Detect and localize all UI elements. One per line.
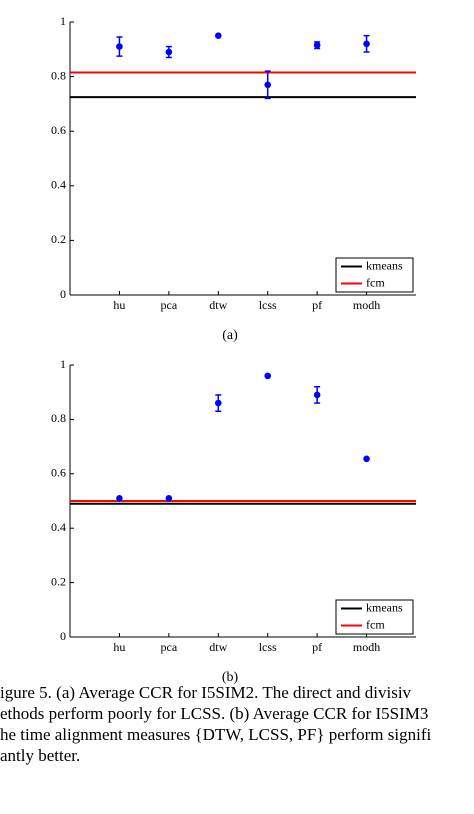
y-tick-label: 0.6 [51, 123, 66, 137]
x-tick-label: pf [312, 298, 322, 312]
x-tick-label: modh [353, 298, 380, 312]
y-tick-label: 0.2 [51, 574, 66, 588]
point [214, 399, 222, 407]
x-tick-label: pca [161, 298, 178, 312]
x-tick-label: hu [113, 298, 125, 312]
x-tick-label: hu [113, 640, 125, 654]
caption-line: igure 5. (a) Average CCR for I5SIM2. The… [0, 683, 412, 702]
y-tick-label: 0 [60, 629, 66, 643]
point [313, 391, 321, 399]
x-tick-label: pca [161, 640, 178, 654]
point [313, 41, 321, 49]
y-tick-label: 0.2 [51, 232, 66, 246]
legend-label: fcm [366, 275, 385, 289]
legend-box [335, 257, 414, 293]
y-tick-label: 0 [60, 287, 66, 301]
x-tick-label: lcss [259, 640, 277, 654]
legend-label: kmeans [366, 258, 403, 272]
point [363, 40, 370, 48]
point [264, 372, 272, 380]
y-tick-label: 0.4 [51, 178, 66, 192]
caption-line: he time alignment measures {DTW, LCSS, P… [0, 725, 431, 744]
point [264, 81, 272, 89]
y-tick-label: 0.8 [51, 411, 66, 425]
point [116, 43, 123, 50]
x-tick-label: lcss [259, 298, 277, 312]
point [214, 32, 222, 39]
x-tick-label: pf [312, 640, 322, 654]
subcaption: (a) [222, 328, 238, 343]
y-tick-label: 1 [60, 357, 66, 371]
y-tick-label: 0.8 [51, 68, 66, 82]
legend-box [335, 599, 414, 635]
x-tick-label: dtw [209, 640, 227, 654]
x-tick-label: modh [353, 640, 380, 654]
point [363, 455, 370, 463]
point [165, 48, 173, 56]
y-tick-label: 0.6 [51, 466, 66, 480]
y-tick-label: 0.4 [51, 520, 66, 534]
point [165, 494, 173, 502]
subcaption: (b) [222, 670, 239, 685]
caption-line: antly better. [0, 746, 80, 765]
legend-label: kmeans [366, 600, 403, 614]
point [116, 494, 123, 502]
x-tick-label: dtw [209, 298, 227, 312]
caption-line: ethods perform poorly for LCSS. (b) Aver… [0, 704, 428, 723]
legend-label: fcm [366, 617, 385, 631]
y-tick-label: 1 [60, 14, 66, 28]
